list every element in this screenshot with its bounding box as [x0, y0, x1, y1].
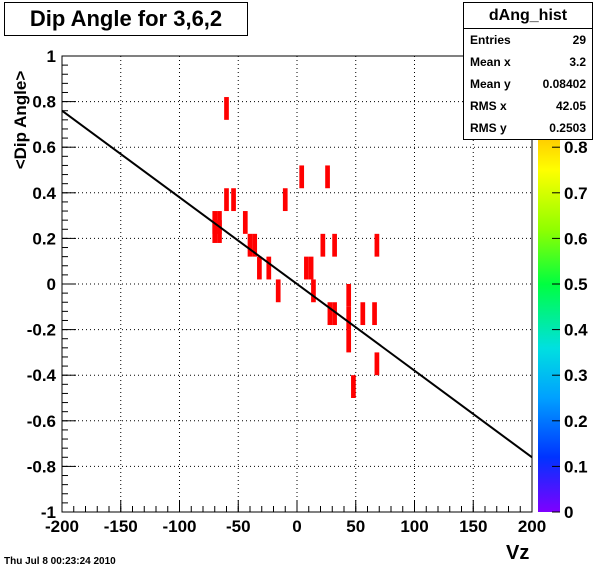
y-tick-label: -0.2 — [27, 321, 56, 340]
stats-row-rms-y: RMS y 0.2503 — [464, 117, 592, 139]
y-tick-label: 0 — [47, 275, 56, 294]
heatmap-cell — [304, 256, 309, 280]
heatmap-cell — [308, 256, 314, 280]
stats-row-entries: Entries 29 — [464, 29, 592, 51]
x-tick-label: 0 — [292, 517, 301, 536]
colorbar-gradient — [538, 56, 560, 512]
colorbar-tick-label: 0.8 — [564, 138, 588, 157]
stats-value: 0.08402 — [542, 77, 586, 91]
heatmap-cell — [332, 302, 337, 326]
fit-line — [61, 109, 533, 459]
x-axis-label: Vz — [506, 542, 530, 564]
chart-title: Dip Angle for 3,6,2 — [4, 2, 248, 36]
x-axis: -200 -150 -100 -50 0 50 100 150 200 — [45, 500, 546, 536]
x-tick-label: -50 — [226, 517, 251, 536]
y-tick-label: 0.8 — [32, 93, 56, 112]
x-tick-label: 100 — [400, 517, 428, 536]
heatmap-cell — [242, 211, 248, 234]
stats-name: dAng_hist — [464, 3, 592, 29]
colorbar-tick-label: 0.4 — [564, 321, 588, 340]
heatmap-cell — [231, 188, 236, 212]
y-tick-label: 0.6 — [32, 138, 56, 157]
heatmap-cell — [299, 165, 305, 189]
y-tick-label: -0.8 — [27, 457, 56, 476]
heatmap-cell — [320, 233, 326, 257]
stats-value: 0.2503 — [549, 121, 586, 135]
stats-label: RMS y — [470, 121, 507, 135]
stats-box: dAng_hist Entries 29 Mean x 3.2 Mean y 0… — [463, 2, 593, 140]
stats-value: 42.05 — [555, 99, 586, 113]
heatmap-cell — [332, 233, 337, 257]
stats-label: Mean y — [470, 77, 511, 91]
timestamp: Thu Jul 8 00:23:24 2010 — [4, 556, 116, 567]
y-axis-label: <Dip Angle> — [11, 71, 30, 170]
x-tick-label: -100 — [162, 517, 196, 536]
heatmap-cell — [346, 329, 352, 353]
y-tick-label: 0.4 — [32, 184, 56, 203]
x-tick-label: 150 — [459, 517, 487, 536]
colorbar-tick-label: 0.6 — [564, 229, 588, 248]
heatmap-cell — [325, 165, 330, 189]
x-tick-label: -150 — [104, 517, 138, 536]
y-tick-label: -1 — [41, 503, 56, 522]
heatmap-cell — [247, 233, 253, 257]
heatmap-cell — [327, 302, 333, 326]
heatmap-cell — [360, 302, 366, 326]
heatmap-cell — [224, 188, 229, 212]
heatmap-cell — [372, 302, 377, 326]
fit-line-layer — [61, 109, 533, 459]
heatmap-cell — [351, 375, 356, 398]
heatmap-cell — [374, 233, 380, 257]
colorbar-tick-label: 0.2 — [564, 412, 588, 431]
heatmap-cell — [252, 233, 258, 257]
heatmap-cell — [282, 188, 288, 212]
x-tick-label: -200 — [45, 517, 79, 536]
x-tick-label: 50 — [346, 517, 365, 536]
heatmap-cell — [212, 220, 218, 243]
colorbar-tick-label: 0 — [564, 503, 573, 522]
stats-row-mean-x: Mean x 3.2 — [464, 51, 592, 73]
stats-label: RMS x — [470, 99, 507, 113]
stats-value: 3.2 — [569, 55, 586, 69]
y-tick-label: -0.4 — [27, 366, 57, 385]
heatmap-cell — [266, 256, 272, 280]
heatmap-cells — [212, 97, 380, 398]
heatmap-cell — [374, 352, 380, 376]
colorbar: 00.10.20.30.40.50.60.70.80.9 — [538, 56, 588, 522]
y-tick-label: 0.2 — [32, 229, 56, 248]
heatmap-cell — [346, 284, 352, 307]
colorbar-tick-label: 0.5 — [564, 275, 588, 294]
stats-row-mean-y: Mean y 0.08402 — [464, 73, 592, 95]
y-axis: -1 -0.8 -0.6 -0.4 -0.2 0 0.2 0.4 0.6 0.8 1 — [27, 47, 76, 522]
heatmap-cell — [217, 220, 222, 243]
heatmap-cell — [346, 306, 352, 330]
heatmap-cell — [224, 97, 229, 120]
colorbar-tick-label: 0.1 — [564, 457, 588, 476]
colorbar-tick-label: 0.7 — [564, 184, 588, 203]
stats-label: Mean x — [470, 55, 511, 69]
y-tick-label: 1 — [47, 47, 56, 66]
stats-value: 29 — [572, 33, 586, 47]
stats-row-rms-x: RMS x 42.05 — [464, 95, 592, 117]
stats-label: Entries — [470, 33, 511, 47]
heatmap-cell — [257, 256, 262, 280]
x-tick-label: 200 — [518, 517, 546, 536]
heatmap-cell — [311, 279, 316, 303]
heatmap-cell — [275, 279, 281, 303]
colorbar-tick-label: 0.3 — [564, 366, 588, 385]
y-tick-label: -0.6 — [27, 412, 56, 431]
